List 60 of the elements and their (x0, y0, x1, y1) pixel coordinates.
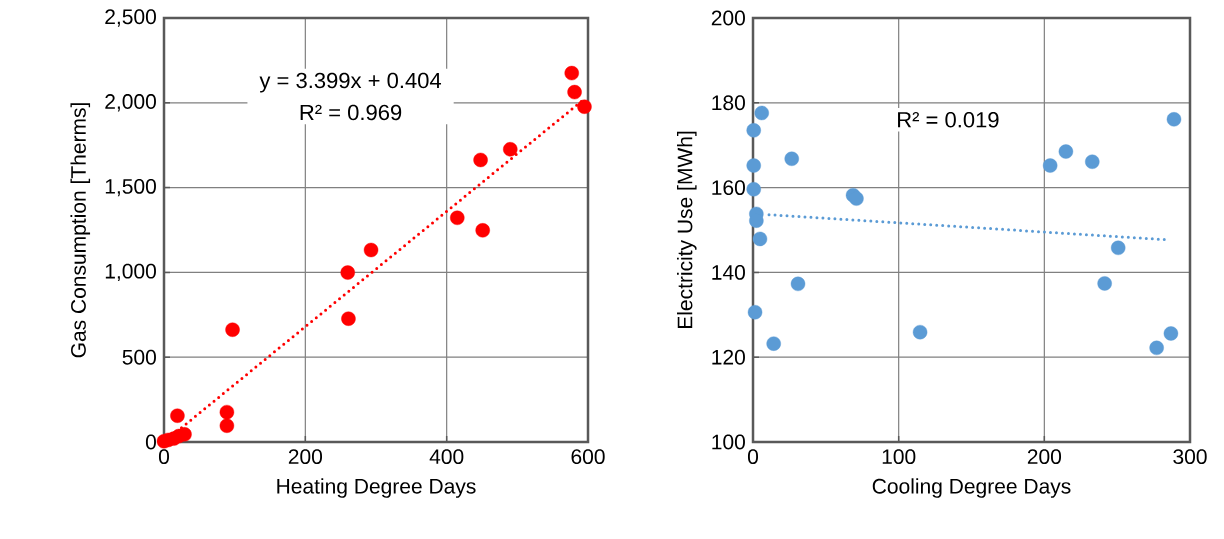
x-tick-label: 0 (158, 449, 170, 465)
x-axis-title: Cooling Degree Days (872, 478, 1071, 498)
point (746, 123, 761, 138)
point (170, 408, 185, 423)
x-tick-label: 400 (429, 449, 464, 465)
x-tick-label: 200 (1027, 449, 1062, 465)
y-axis-title: Gas Consumption [Therms] (70, 103, 91, 358)
point (1085, 154, 1100, 169)
y-tick-label: 100 (712, 434, 745, 450)
y-tick-label: 2,000 (105, 94, 156, 112)
x-tick-label: 300 (1173, 449, 1207, 465)
point (577, 99, 592, 114)
point (747, 305, 763, 320)
point (567, 84, 582, 100)
point (450, 210, 465, 225)
point (752, 231, 768, 247)
y-tick-label: 1,500 (105, 178, 156, 197)
point (225, 322, 240, 337)
annotation: R² = 0.969 (300, 104, 402, 121)
point (1149, 340, 1164, 356)
point (1166, 112, 1182, 127)
y-axis-title: Electricity Use [MWh] (677, 131, 697, 329)
point (746, 158, 761, 173)
point (219, 418, 235, 433)
y-tick-label: 140 (712, 264, 745, 280)
annotation: R² = 0.019 (898, 111, 999, 128)
y-tick-label: 200 (711, 10, 745, 26)
point (475, 223, 490, 238)
x-tick-label: 600 (571, 449, 605, 465)
point (1163, 326, 1179, 341)
point (1042, 158, 1058, 173)
x-tick-label: 100 (882, 449, 916, 465)
point (341, 311, 356, 326)
point (784, 151, 799, 166)
point (790, 276, 806, 292)
x-axis-title: Heating Degree Days (277, 478, 476, 498)
y-tick-label: 500 (122, 349, 156, 365)
point (363, 242, 379, 258)
point (746, 182, 761, 197)
point (766, 336, 781, 351)
point (754, 105, 769, 121)
y-tick-label: 2,500 (105, 9, 156, 27)
x-tick-label: 0 (747, 449, 759, 465)
point (912, 324, 928, 340)
y-tick-label: 120 (712, 349, 745, 365)
point (1110, 240, 1126, 256)
y-tick-label: 160 (712, 180, 745, 196)
y-tick-label: 1,000 (105, 263, 156, 282)
y-tick-label: 180 (712, 95, 745, 111)
point (564, 65, 579, 81)
x-tick-label: 200 (288, 449, 323, 465)
point (1097, 276, 1112, 291)
point (219, 404, 235, 420)
point (503, 142, 518, 157)
point (1058, 144, 1074, 159)
point (340, 265, 355, 280)
annotation: y = 3.399x + 0.404 (259, 72, 442, 93)
y-tick-label: 0 (145, 434, 156, 450)
point (473, 152, 488, 168)
point (849, 191, 864, 206)
